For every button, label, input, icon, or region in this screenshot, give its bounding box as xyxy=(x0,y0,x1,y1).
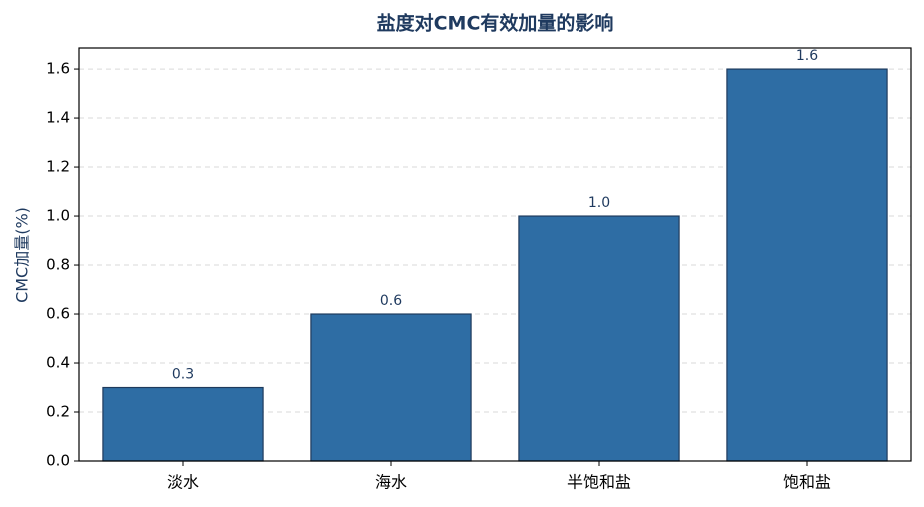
y-tick-label: 0.8 xyxy=(46,256,70,274)
y-tick-label: 1.2 xyxy=(46,158,70,176)
y-axis-label: CMC加量(%) xyxy=(13,207,32,303)
y-tick-label: 0.4 xyxy=(46,354,70,372)
plot-frame xyxy=(78,47,912,462)
x-tick-label: 半饱和盐 xyxy=(567,473,631,492)
x-tick-label: 饱和盐 xyxy=(783,473,831,492)
bar xyxy=(726,68,888,462)
y-tick-label: 1.4 xyxy=(46,109,70,127)
bar xyxy=(102,386,264,462)
value-label: 1.0 xyxy=(588,195,610,211)
value-label: 0.6 xyxy=(380,293,402,309)
value-label: 1.6 xyxy=(796,48,818,64)
chart-title: 盐度对CMC有效加量的影响 xyxy=(377,12,614,35)
value-label: 0.3 xyxy=(172,367,194,383)
bar xyxy=(310,313,472,462)
y-tick-label: 1.6 xyxy=(46,60,70,78)
y-tick-label: 0.0 xyxy=(46,452,70,470)
bar xyxy=(518,215,680,462)
x-tick-label: 海水 xyxy=(375,473,407,492)
x-tick-label: 淡水 xyxy=(167,473,199,492)
y-tick-label: 0.6 xyxy=(46,305,70,323)
y-tick-label: 0.2 xyxy=(46,403,70,421)
y-tick-label: 1.0 xyxy=(46,207,70,225)
